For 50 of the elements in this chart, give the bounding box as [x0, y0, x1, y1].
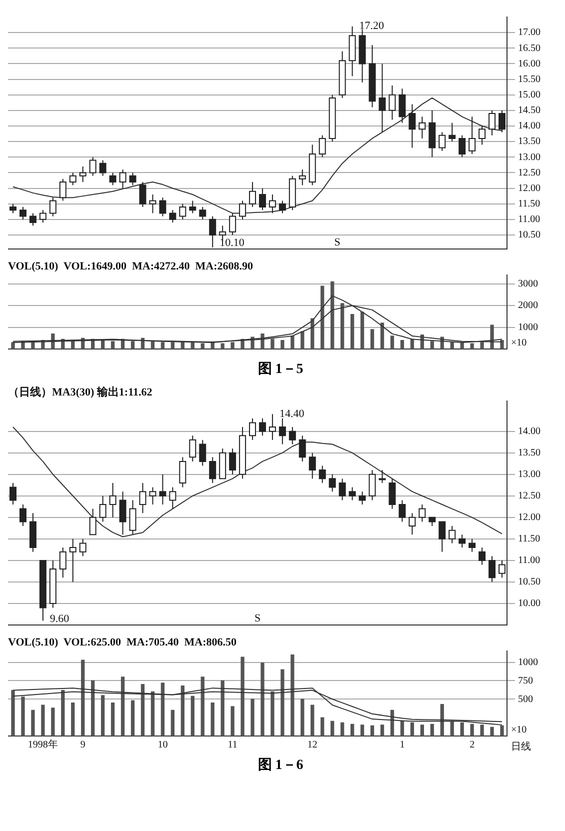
y-tick-label: 17.00 [518, 27, 540, 38]
chart-title: （日线）MA3(30) 输出1:11.62 [8, 385, 153, 398]
y-tick-label: 1000 [518, 322, 538, 333]
y-tick-label: 15.50 [518, 74, 540, 85]
y-tick-label: 11.50 [518, 198, 540, 210]
x-tick-label: 1998年 [28, 738, 58, 751]
y-tick-label: 10.50 [518, 576, 540, 588]
y-tick-label: 12.50 [518, 167, 540, 178]
y-tick-label: 14.00 [518, 426, 540, 437]
annotation: 9.60 [50, 612, 70, 625]
y-tick-label: 1000 [518, 656, 538, 668]
y-axis-title: ×10 [511, 724, 527, 736]
y-tick-label: 12.00 [518, 512, 540, 524]
y-tick-label: 13.00 [518, 152, 540, 163]
annotation: S [334, 236, 340, 248]
y-tick-label: 13.00 [518, 468, 540, 480]
y-tick-label: 13.50 [518, 447, 540, 458]
x-tick-label: 12 [307, 740, 318, 751]
x-tick-label: 1 [400, 740, 405, 751]
y-tick-label: 14.00 [518, 120, 540, 132]
annotation: S [254, 612, 261, 624]
annotation: 10.10 [220, 236, 245, 249]
y-tick-label: 2000 [518, 300, 538, 312]
y-tick-label: 13.50 [518, 136, 540, 148]
y-tick-label: 11.50 [518, 534, 540, 545]
y-tick-label: 11.00 [518, 555, 540, 566]
y-axis-title: ×10 [511, 338, 527, 349]
annotation: 17.20 [359, 20, 385, 32]
y-tick-label: 16.50 [518, 42, 540, 54]
x-axis-title: 日线 [511, 740, 531, 753]
y-tick-label: 750 [518, 675, 533, 686]
y-tick-label: 15.00 [518, 89, 540, 100]
y-tick-label: 14.50 [518, 105, 540, 116]
y-tick-label: 12.00 [518, 182, 540, 194]
x-tick-label: 11 [228, 740, 238, 751]
y-tick-label: 12.50 [518, 490, 540, 502]
y-tick-label: 10.50 [518, 230, 540, 241]
y-tick-label: 3000 [518, 278, 538, 290]
x-tick-label: 9 [80, 740, 86, 751]
annotation: 14.40 [279, 408, 305, 420]
y-tick-label: 11.00 [518, 214, 540, 226]
y-tick-label: 500 [518, 694, 533, 705]
chart-title: VOL(5.10) VOL:625.00 MA:705.40 MA:806.50 [8, 636, 237, 648]
y-tick-label: 10.00 [518, 598, 540, 610]
x-tick-label: 10 [158, 740, 168, 751]
chart-title: VOL(5.10) VOL:1649.00 MA:4272.40 MA:2608.90 [8, 260, 254, 272]
x-tick-label: 2 [470, 740, 475, 751]
y-tick-label: 16.00 [518, 58, 540, 70]
caption: 图 1－5 [256, 360, 304, 378]
caption: 图 1－6 [256, 756, 304, 774]
